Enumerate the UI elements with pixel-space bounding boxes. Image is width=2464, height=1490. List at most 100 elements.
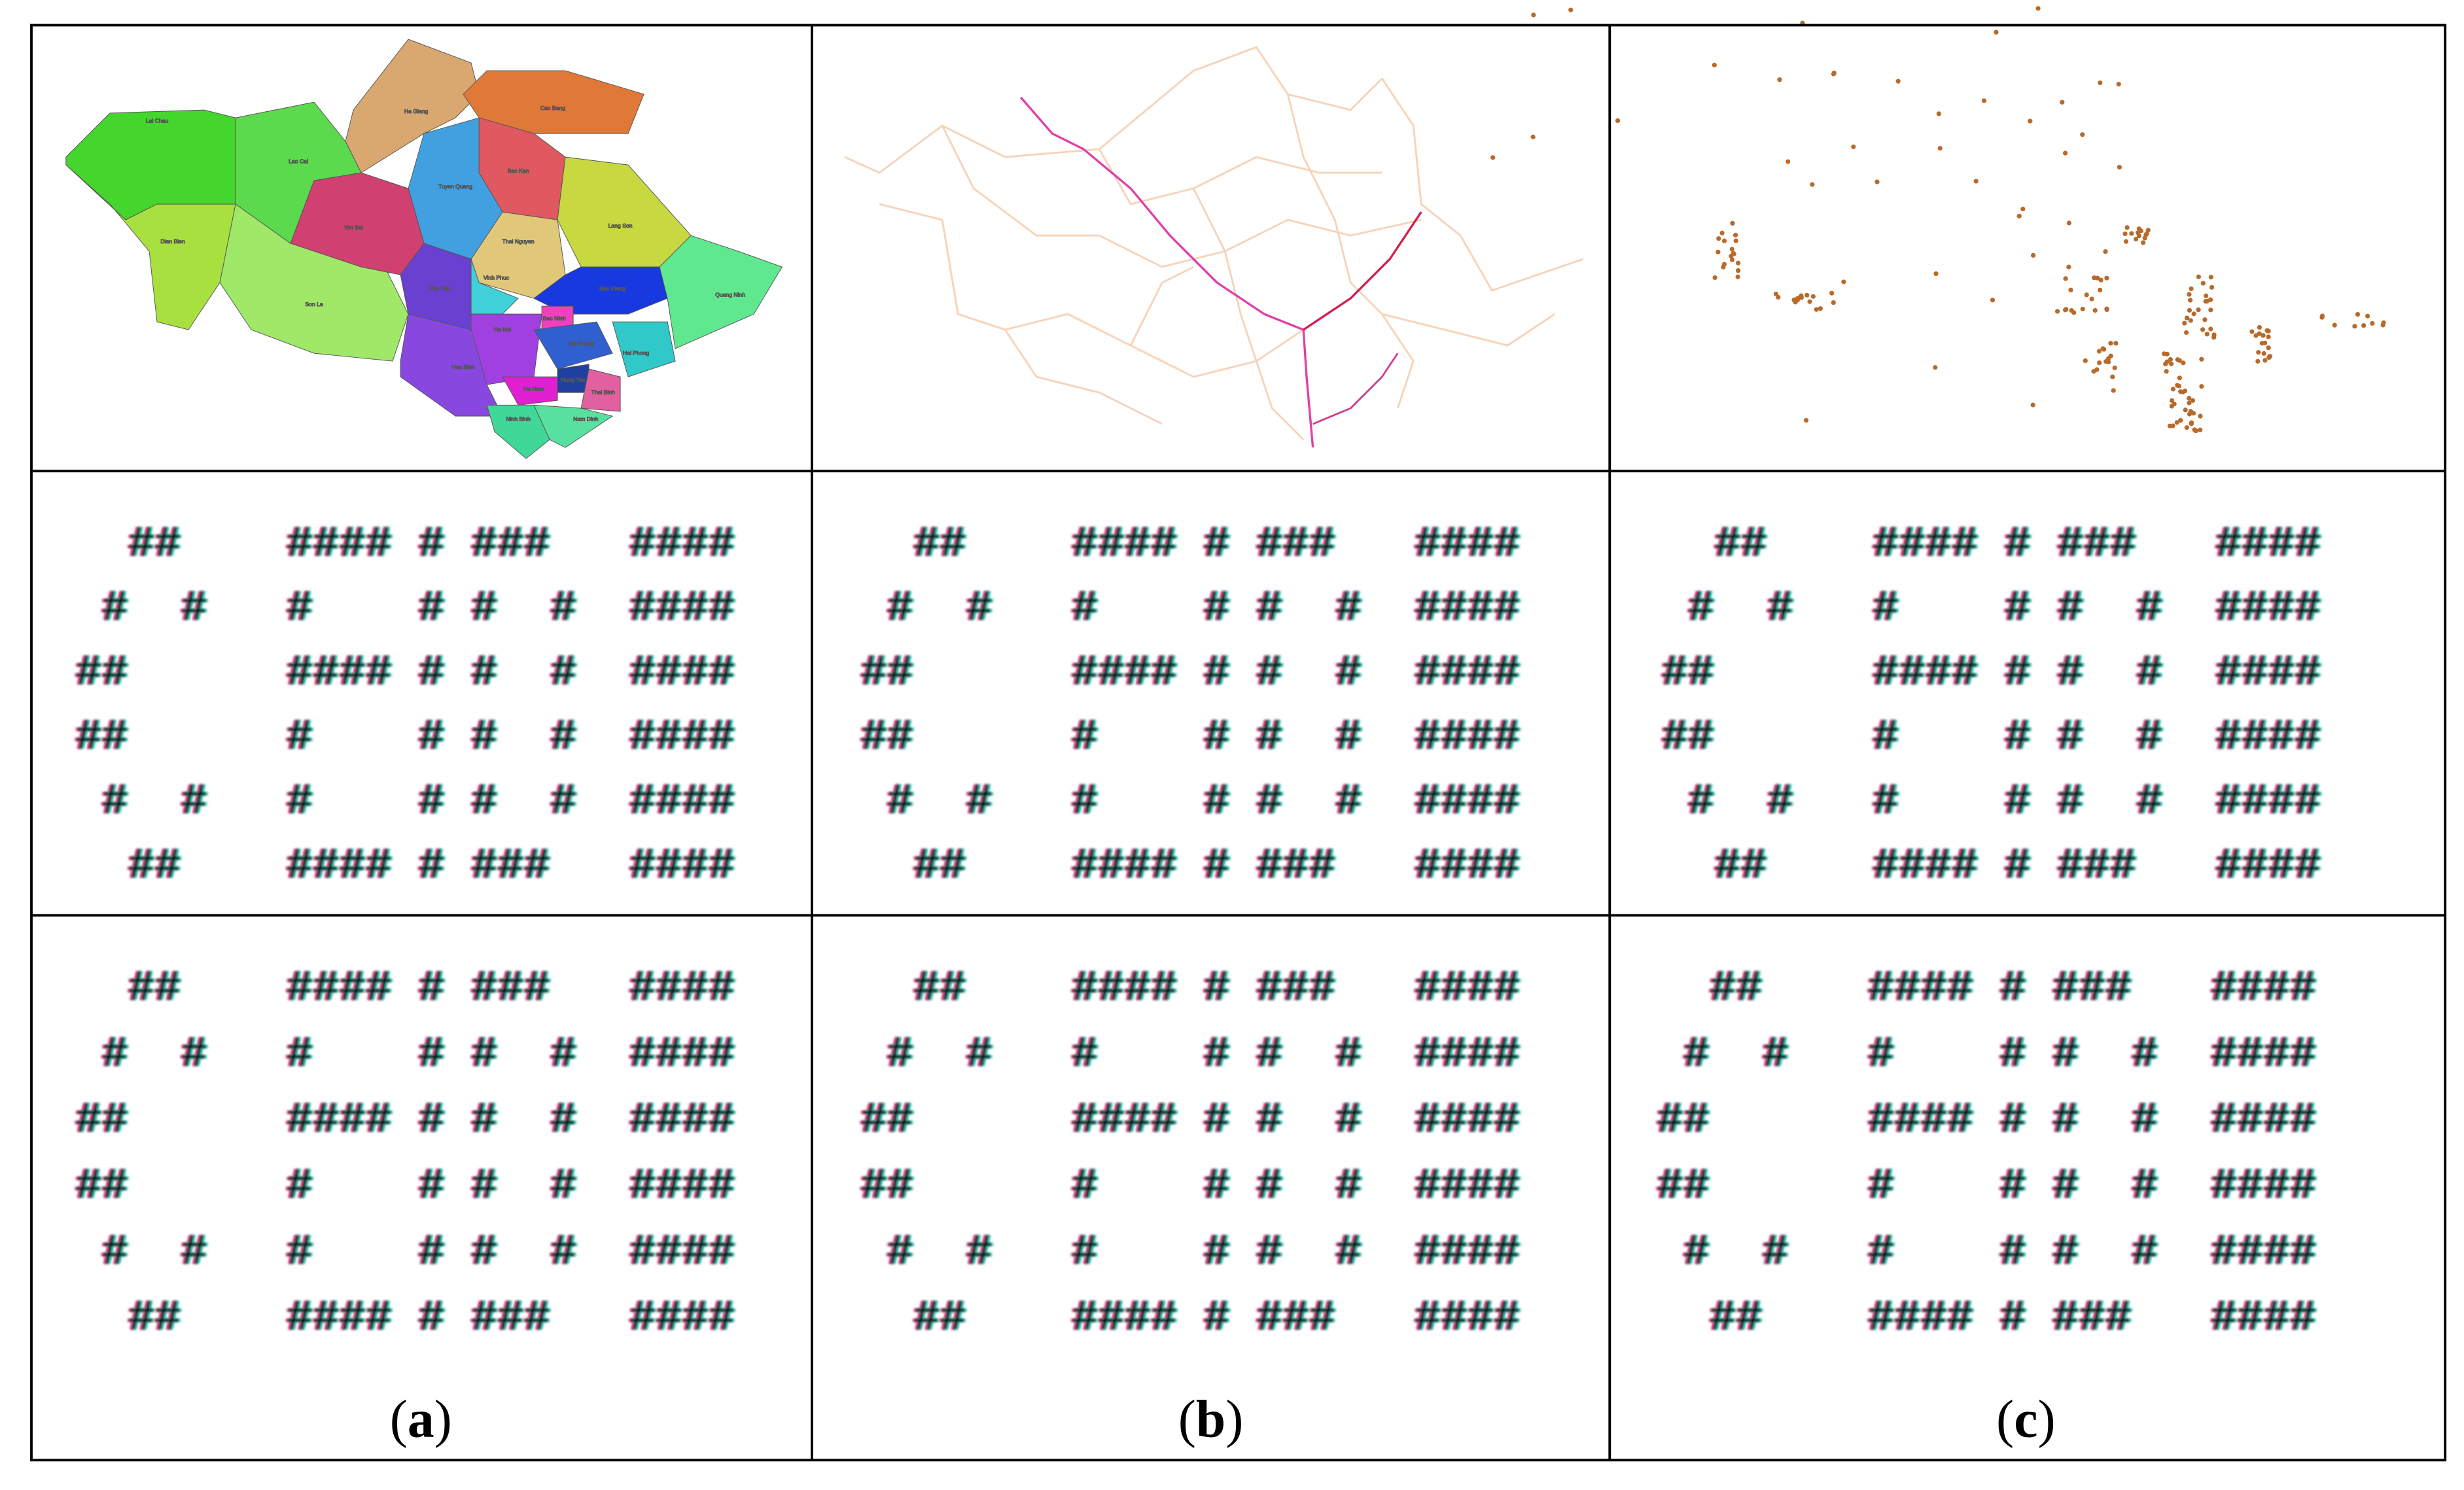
point-cloud xyxy=(1490,6,2386,434)
ascii-line: ## #### # # # #### xyxy=(75,1096,735,1146)
point xyxy=(2170,387,2176,392)
point xyxy=(2208,326,2213,332)
point xyxy=(2182,321,2187,326)
province-map: Lai Chau Lao Cai Ha Giang Cao Bang Bac Kan Tu… xyxy=(65,39,783,459)
province-label: Lang Son xyxy=(608,222,633,229)
point xyxy=(2117,165,2122,170)
point xyxy=(2181,360,2186,366)
ascii-line: ## #### # ### #### xyxy=(860,964,1520,1014)
point xyxy=(2112,365,2117,371)
ascii-line: ## #### # ### #### xyxy=(1657,1294,2316,1343)
ascii-line: ## #### # ### #### xyxy=(75,964,735,1014)
point xyxy=(2187,396,2192,401)
point xyxy=(2136,230,2141,235)
point xyxy=(2063,276,2068,281)
ascii-line: ## #### # # # #### xyxy=(860,649,1520,699)
province xyxy=(65,164,236,330)
point xyxy=(2168,361,2174,366)
railway xyxy=(1303,211,1422,331)
point xyxy=(2133,237,2139,242)
panel-label-part: ( xyxy=(1178,1389,1196,1448)
point xyxy=(1994,29,1999,35)
panel-labels: (a) (b) (c) xyxy=(390,1389,2056,1448)
ascii-line: ## # # # # #### xyxy=(1657,1162,2316,1211)
point xyxy=(1810,182,1815,187)
province xyxy=(486,404,550,459)
point xyxy=(2178,418,2183,423)
point xyxy=(2141,240,2146,245)
point xyxy=(1937,146,1943,151)
ascii-line: ## #### # ### #### xyxy=(860,1294,1520,1343)
point xyxy=(2028,118,2033,124)
point xyxy=(2098,80,2103,86)
point xyxy=(2123,239,2129,244)
province xyxy=(533,404,614,448)
point xyxy=(2103,249,2108,254)
province xyxy=(502,376,558,406)
point xyxy=(2189,286,2194,292)
point xyxy=(2129,231,2134,236)
point xyxy=(2136,226,2141,232)
point xyxy=(1803,418,1809,423)
point xyxy=(2204,332,2209,337)
province-label: Nam Dinh xyxy=(573,415,599,422)
point xyxy=(2175,357,2180,362)
point xyxy=(1712,275,1717,281)
point xyxy=(2071,310,2077,315)
point xyxy=(2062,150,2068,156)
point xyxy=(1490,155,1496,160)
road xyxy=(1286,94,1415,409)
panel-label: (b) xyxy=(1178,1389,1244,1448)
ascii-line: ## #### # # # #### xyxy=(75,649,735,699)
point xyxy=(2064,307,2069,312)
point xyxy=(2020,206,2026,212)
province-label: Ha Nam xyxy=(523,386,544,392)
railway xyxy=(1019,96,1314,448)
point xyxy=(2113,341,2119,346)
ascii-line: ## #### # ### #### xyxy=(75,520,735,570)
point xyxy=(2261,351,2266,356)
point xyxy=(2204,293,2209,298)
point xyxy=(2104,307,2109,313)
point xyxy=(1730,220,1735,226)
point xyxy=(2054,309,2060,314)
point xyxy=(1818,306,1823,311)
point xyxy=(2196,307,2201,313)
point xyxy=(2208,297,2213,302)
point xyxy=(2084,292,2089,298)
ascii-line: # # # # # # #### xyxy=(860,584,1520,634)
point xyxy=(1814,307,1819,312)
point xyxy=(2178,389,2183,394)
point xyxy=(2184,315,2190,321)
point xyxy=(1716,236,1721,241)
road xyxy=(879,203,1305,378)
point xyxy=(1973,179,1979,184)
point xyxy=(2202,317,2208,322)
province-label: Hoa Binh xyxy=(451,364,475,370)
point xyxy=(2208,307,2213,313)
point xyxy=(2196,274,2201,279)
point xyxy=(2187,292,2192,297)
point xyxy=(2174,420,2179,425)
ascii-line: ## #### # ### #### xyxy=(75,842,735,892)
ascii-line: ## #### # # # #### xyxy=(1661,649,2321,699)
point xyxy=(2016,213,2022,218)
point xyxy=(1719,230,1725,235)
point xyxy=(2031,252,2036,258)
point xyxy=(1777,77,1782,82)
point xyxy=(2169,398,2175,403)
point xyxy=(2170,423,2175,428)
point xyxy=(2091,369,2096,374)
point xyxy=(1736,260,1741,266)
province-label: Tuyen Quang xyxy=(438,183,472,190)
point xyxy=(2209,285,2215,290)
ascii-line: ## #### # # # #### xyxy=(860,1096,1520,1146)
province-label: Ninh Binh xyxy=(506,415,531,422)
province-label: Cao Bang xyxy=(540,105,566,111)
point xyxy=(2089,296,2094,302)
point xyxy=(2122,231,2128,237)
point xyxy=(2199,384,2204,389)
point xyxy=(2193,428,2198,434)
province-label: Yen Bai xyxy=(343,224,362,231)
